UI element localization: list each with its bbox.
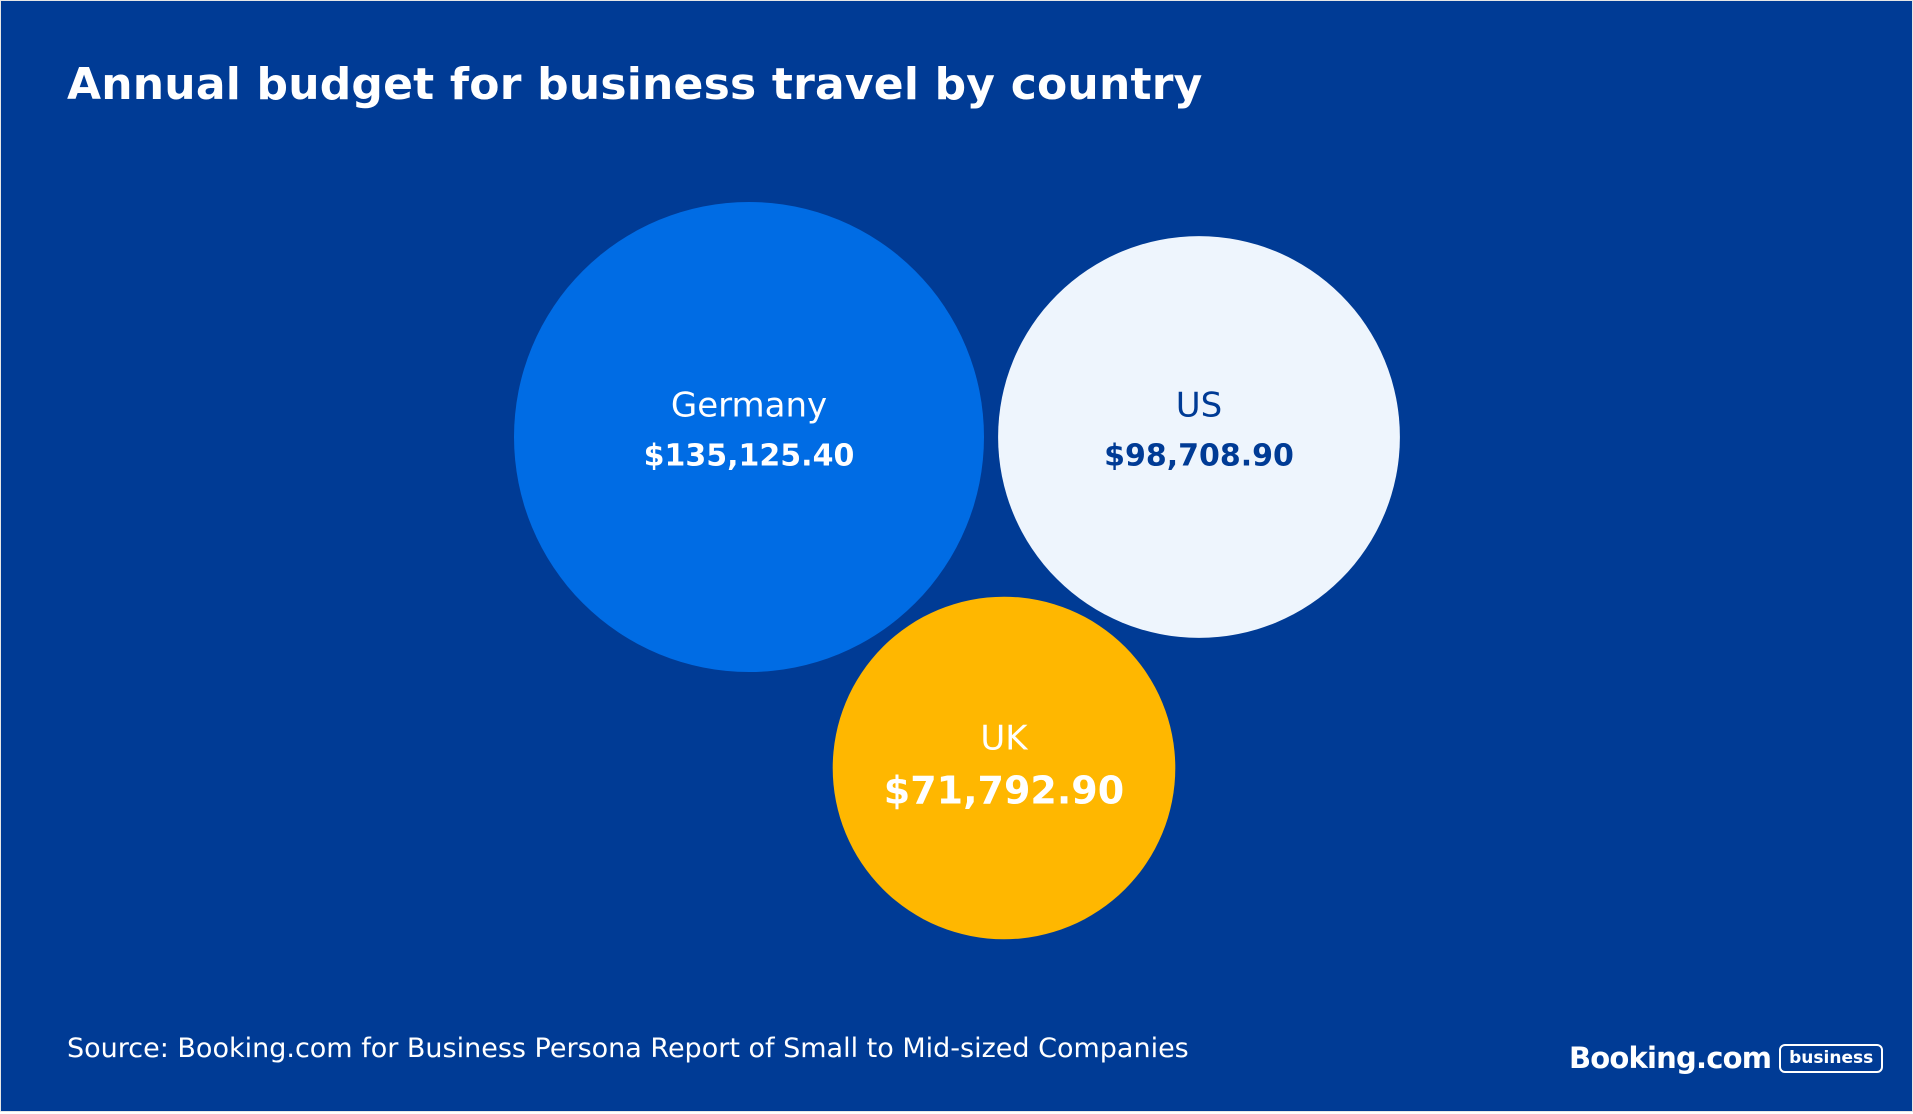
bubble-value-us: $98,708.90 [1104,439,1294,474]
bubble-circle-uk [832,596,1176,940]
bubble-name-germany: Germany [671,386,827,426]
chart-title: Annual budget for business travel by cou… [67,59,1203,110]
bubble-value-uk: $71,792.90 [884,769,1124,813]
bubble-name-uk: UK [980,719,1029,759]
brand-badge: business [1779,1043,1884,1073]
bubble-circle-germany [514,202,984,672]
bubble-name-us: US [1176,386,1222,426]
source-note: Source: Booking.com for Business Persona… [67,1033,1189,1064]
bubble-circle-us [998,236,1400,638]
bubble-germany: Germany $135,125.40 [514,202,984,672]
brand-name: Booking.com [1569,1041,1772,1075]
bubble-value-germany: $135,125.40 [644,439,855,474]
bubble-uk: UK $71,792.90 [832,596,1176,940]
bubble-us: US $98,708.90 [998,236,1400,638]
brand-logo: Booking.com business [1569,1041,1884,1075]
